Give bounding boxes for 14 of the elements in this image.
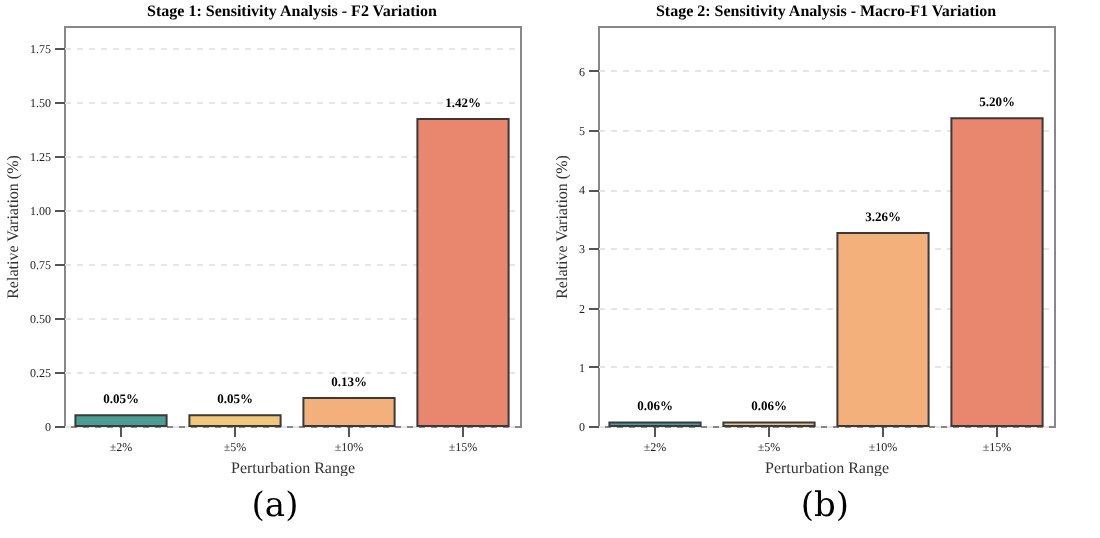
bar bbox=[836, 232, 930, 427]
bar bbox=[950, 117, 1044, 427]
text: (b) bbox=[798, 486, 852, 526]
bar bbox=[302, 396, 396, 427]
y-axis-title: Relative Variation (%) bbox=[553, 154, 571, 299]
text: (a) bbox=[249, 486, 301, 526]
x-axis-title: Perturbation Range bbox=[765, 459, 890, 477]
x-axis-title: Perturbation Range bbox=[231, 459, 356, 477]
y-axis-title: Relative Variation (%) bbox=[4, 154, 22, 299]
bar bbox=[416, 117, 510, 427]
chart-title: Stage 2: Sensitivity Analysis - Macro-F1 Variation bbox=[655, 2, 998, 20]
chart-title: Stage 1: Sensitivity Analysis - F2 Variation bbox=[147, 2, 438, 20]
bar bbox=[74, 414, 168, 427]
bar bbox=[188, 414, 282, 427]
